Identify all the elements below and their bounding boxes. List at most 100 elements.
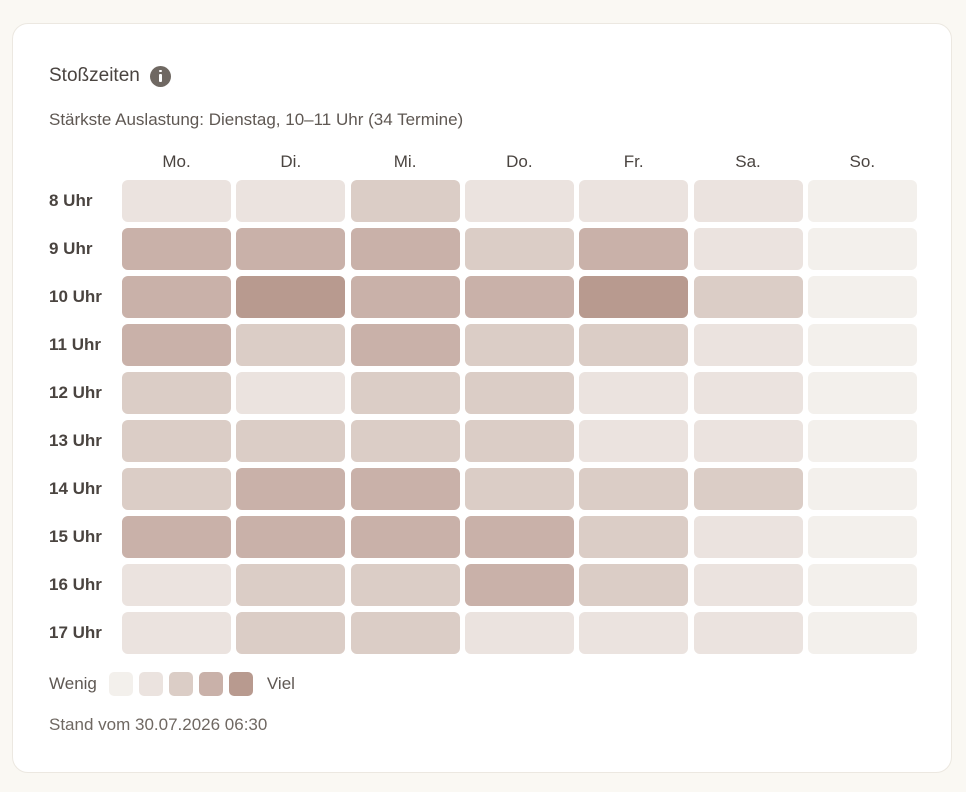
heatmap-cell[interactable] xyxy=(579,324,689,366)
heatmap-cell[interactable] xyxy=(807,180,917,222)
heatmap-cell[interactable] xyxy=(464,612,574,654)
heatmap-cell[interactable] xyxy=(236,468,346,510)
heatmap-cell[interactable] xyxy=(807,228,917,270)
heatmap-cell[interactable] xyxy=(236,276,346,318)
heatmap-cell[interactable] xyxy=(579,180,689,222)
legend-swatches xyxy=(108,672,259,696)
heatmap-cell[interactable] xyxy=(807,372,917,414)
heatmap-cell[interactable] xyxy=(579,372,689,414)
heatmap-cell[interactable] xyxy=(807,468,917,510)
heatmap-cell[interactable] xyxy=(350,324,460,366)
heatmap-cell[interactable] xyxy=(807,564,917,606)
heatmap-cell[interactable] xyxy=(807,612,917,654)
heatmap-cell[interactable] xyxy=(693,564,803,606)
heatmap-cell[interactable] xyxy=(350,516,460,558)
heatmap-cell[interactable] xyxy=(350,564,460,606)
legend-swatch xyxy=(198,672,223,696)
heatmap-cell[interactable] xyxy=(236,420,346,462)
row-label: 9 Uhr xyxy=(49,239,93,258)
heatmap-cell[interactable] xyxy=(693,516,803,558)
column-label: Mi. xyxy=(393,152,417,171)
heatmap-cell[interactable] xyxy=(579,564,689,606)
heatmap-cell[interactable] xyxy=(464,468,574,510)
heatmap-cell[interactable] xyxy=(236,372,346,414)
legend: Wenig Viel xyxy=(49,672,295,696)
heatmap-cell[interactable] xyxy=(464,180,574,222)
heatmap-cell[interactable] xyxy=(464,564,574,606)
heatmap-cell[interactable] xyxy=(350,372,460,414)
heatmap-cell[interactable] xyxy=(579,468,689,510)
column-label: Fr. xyxy=(623,152,644,171)
heatmap-cell[interactable] xyxy=(350,180,460,222)
heatmap-cell[interactable] xyxy=(464,420,574,462)
heatmap-cell[interactable] xyxy=(464,228,574,270)
legend-high-label: Viel xyxy=(266,674,295,693)
heatmap-cell[interactable] xyxy=(122,564,231,606)
heatmap-cell[interactable] xyxy=(693,228,803,270)
heatmap-cell[interactable] xyxy=(122,276,231,318)
column-label: Sa. xyxy=(735,152,761,171)
peak-summary: Stärkste Auslastung: Dienstag, 10–11 Uhr… xyxy=(49,110,464,129)
row-label: 12 Uhr xyxy=(49,383,102,402)
heatmap-cell[interactable] xyxy=(464,516,574,558)
heatmap-cell[interactable] xyxy=(122,180,231,222)
heatmap-cell[interactable] xyxy=(579,276,689,318)
heatmap-cell[interactable] xyxy=(579,612,689,654)
heatmap-cell[interactable] xyxy=(236,516,346,558)
heatmap-cell[interactable] xyxy=(693,324,803,366)
heatmap-cell[interactable] xyxy=(464,276,574,318)
column-label: Di. xyxy=(280,152,302,171)
heatmap-cell[interactable] xyxy=(807,516,917,558)
heatmap-cell[interactable] xyxy=(236,564,346,606)
legend-swatch xyxy=(228,672,253,696)
row-label: 16 Uhr xyxy=(49,575,102,594)
legend-swatch xyxy=(138,672,163,696)
heatmap-cell[interactable] xyxy=(579,420,689,462)
heatmap-cell[interactable] xyxy=(122,612,231,654)
heatmap-cell[interactable] xyxy=(807,420,917,462)
last-updated: Stand vom 30.07.2026 06:30 xyxy=(49,715,268,734)
row-label: 8 Uhr xyxy=(49,191,93,210)
heatmap-cell[interactable] xyxy=(807,324,917,366)
heatmap-cell[interactable] xyxy=(122,516,231,558)
legend-swatch xyxy=(108,672,133,696)
heatmap-cell[interactable] xyxy=(236,612,346,654)
heatmap-cell[interactable] xyxy=(236,324,346,366)
heatmap-cell[interactable] xyxy=(693,468,803,510)
column-label: So. xyxy=(849,152,876,171)
heatmap-cell[interactable] xyxy=(807,276,917,318)
heatmap-cell[interactable] xyxy=(122,228,231,270)
row-label: 10 Uhr xyxy=(49,287,102,306)
heatmap-cell[interactable] xyxy=(464,324,574,366)
heatmap-cell[interactable] xyxy=(350,276,460,318)
card-title: Stoßzeiten xyxy=(49,65,140,86)
heatmap-cell[interactable] xyxy=(350,612,460,654)
heatmap-cell[interactable] xyxy=(693,420,803,462)
heatmap-cell[interactable] xyxy=(693,612,803,654)
heatmap-cell[interactable] xyxy=(236,180,346,222)
heatmap-cell[interactable] xyxy=(693,372,803,414)
row-label: 14 Uhr xyxy=(49,479,102,498)
heatmap-cell[interactable] xyxy=(122,420,231,462)
heatmap-cell[interactable] xyxy=(122,468,231,510)
heatmap-cell[interactable] xyxy=(579,516,689,558)
row-label: 11 Uhr xyxy=(49,335,101,354)
column-label: Do. xyxy=(506,152,533,171)
heatmap-cell[interactable] xyxy=(350,420,460,462)
row-label: 15 Uhr xyxy=(49,527,102,546)
heatmap-cell[interactable] xyxy=(693,276,803,318)
heatmap-cell[interactable] xyxy=(693,180,803,222)
heatmap-cell[interactable] xyxy=(350,228,460,270)
row-label: 17 Uhr xyxy=(49,623,102,642)
heatmap-cell[interactable] xyxy=(350,468,460,510)
row-label: 13 Uhr xyxy=(49,431,102,450)
legend-swatch xyxy=(168,672,193,696)
legend-low-label: Wenig xyxy=(49,674,97,693)
heatmap-cell[interactable] xyxy=(122,324,231,366)
heatmap-cell[interactable] xyxy=(122,372,231,414)
heatmap-cell[interactable] xyxy=(464,372,574,414)
column-label: Mo. xyxy=(162,152,191,171)
heatmap-cell[interactable] xyxy=(236,228,346,270)
heatmap-cell[interactable] xyxy=(579,228,689,270)
info-icon[interactable] xyxy=(149,65,171,87)
